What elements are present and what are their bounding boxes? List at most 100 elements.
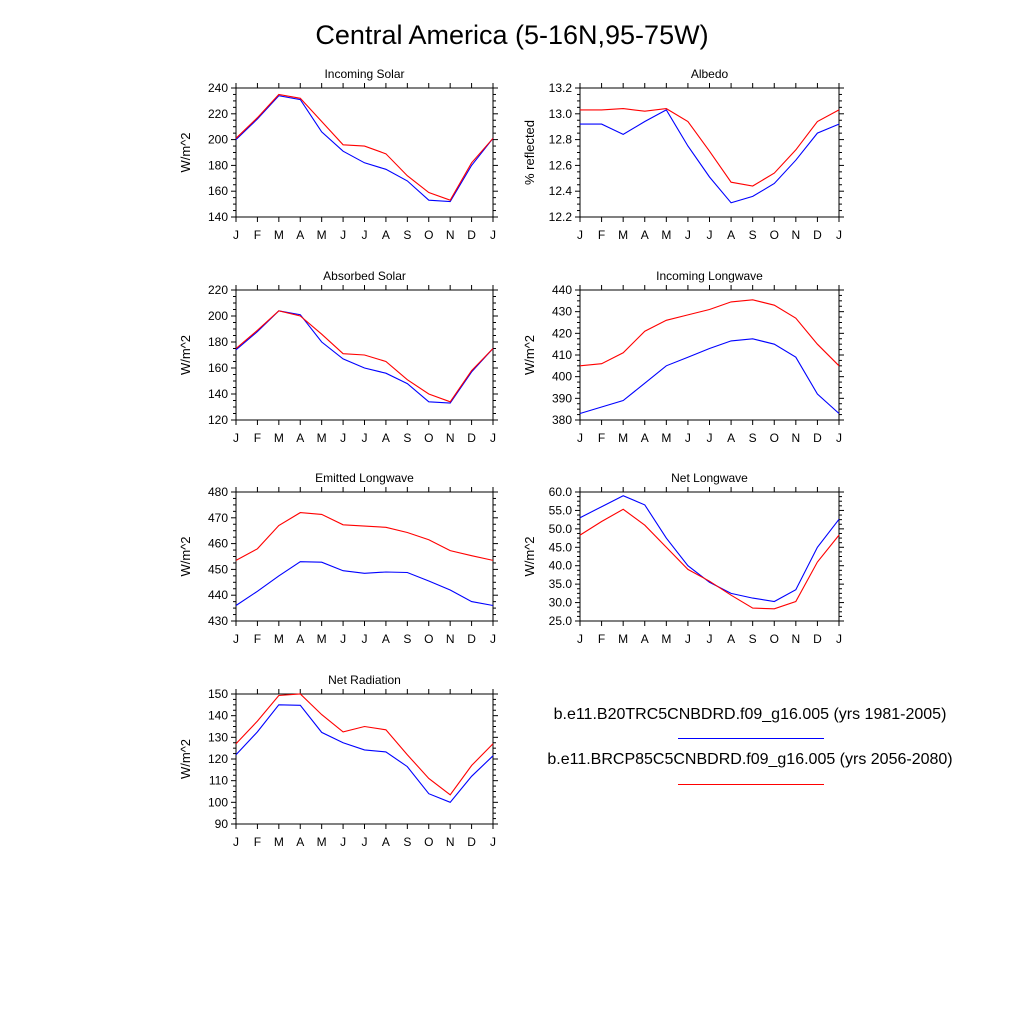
y-tick-label: 180: [208, 158, 228, 172]
y-tick-label: 430: [552, 305, 572, 319]
x-tick-label: N: [791, 431, 800, 445]
legend-line-control: [678, 738, 824, 739]
x-tick-label: J: [233, 228, 239, 242]
plot-frame: [235, 693, 494, 825]
x-tick-label: J: [707, 431, 713, 445]
x-tick-label: J: [577, 632, 583, 646]
series-line-future: [580, 108, 840, 187]
y-tick-label: 110: [209, 774, 228, 788]
x-tick-label: A: [382, 632, 390, 646]
x-tick-label: J: [490, 228, 496, 242]
x-tick-label: M: [317, 431, 327, 445]
y-tick-label: 140: [208, 709, 228, 723]
y-tick-label: 35.0: [549, 577, 573, 591]
x-tick-label: O: [424, 632, 433, 646]
panel-title: Net Longwave: [671, 471, 748, 485]
legend-label-future: b.e11.BRCP85C5CNBDRD.f09_g16.005 (yrs 20…: [547, 751, 953, 768]
series-line-control: [235, 310, 494, 404]
y-tick-label: 12.2: [549, 210, 573, 224]
x-tick-label: F: [598, 228, 605, 242]
y-tick-label: 90: [215, 817, 229, 831]
x-tick-label: J: [490, 835, 496, 849]
x-tick-label: M: [274, 632, 284, 646]
x-tick-label: M: [274, 431, 284, 445]
y-tick-label: 150: [208, 687, 228, 701]
y-tick-label: 180: [208, 335, 228, 349]
y-tick-label: 200: [208, 309, 228, 323]
y-tick-label: 160: [208, 184, 228, 198]
x-tick-label: N: [791, 228, 800, 242]
y-tick-label: 480: [208, 485, 228, 499]
panel-incoming-longwave: Incoming Longwave 380 390 400 410 420 430 440 J F…: [522, 269, 844, 445]
x-tick-label: M: [618, 431, 628, 445]
x-tick-label: A: [641, 431, 649, 445]
series-line-future: [235, 310, 494, 403]
y-axis-label: W/m^2: [178, 335, 193, 375]
x-tick-label: N: [446, 431, 455, 445]
x-tick-label: A: [296, 835, 304, 849]
x-tick-label: M: [661, 228, 671, 242]
x-tick-label: S: [403, 632, 411, 646]
x-tick-label: D: [813, 228, 822, 242]
x-tick-label: D: [467, 431, 476, 445]
x-tick-label: N: [446, 835, 455, 849]
x-tick-label: A: [382, 835, 390, 849]
y-tick-label: 420: [552, 326, 572, 340]
y-tick-label: 410: [552, 348, 572, 362]
series-line-future: [235, 93, 494, 201]
y-tick-label: 220: [208, 283, 228, 297]
y-tick-label: 40.0: [549, 559, 573, 573]
x-tick-label: M: [618, 228, 628, 242]
x-tick-label: M: [274, 228, 284, 242]
x-tick-label: D: [467, 228, 476, 242]
series-line-future: [235, 693, 494, 796]
x-tick-label: M: [274, 835, 284, 849]
x-tick-label: F: [254, 431, 261, 445]
series-line-control: [235, 561, 494, 607]
x-tick-label: S: [749, 228, 757, 242]
x-tick-label: F: [254, 632, 261, 646]
y-axis-label: W/m^2: [522, 335, 537, 375]
y-tick-label: 400: [552, 370, 572, 384]
x-tick-label: J: [490, 431, 496, 445]
x-tick-label: J: [685, 228, 691, 242]
x-tick-label: J: [340, 632, 346, 646]
legend-label-control: b.e11.B20TRC5CNBDRD.f09_g16.005 (yrs 198…: [553, 706, 947, 723]
x-tick-label: O: [770, 632, 779, 646]
y-tick-label: 25.0: [549, 614, 573, 628]
series-line-control: [579, 338, 840, 415]
x-tick-label: J: [340, 835, 346, 849]
x-tick-label: F: [598, 431, 605, 445]
y-tick-label: 30.0: [549, 596, 573, 610]
x-tick-label: J: [707, 228, 713, 242]
panel-title: Incoming Solar: [324, 67, 404, 81]
plot-frame: [235, 491, 494, 622]
y-tick-label: 100: [208, 795, 228, 809]
x-tick-label: J: [362, 835, 368, 849]
y-tick-label: 380: [552, 413, 572, 427]
x-tick-label: J: [577, 431, 583, 445]
y-axis-label: W/m^2: [178, 536, 193, 576]
x-tick-label: M: [317, 228, 327, 242]
x-tick-label: D: [813, 431, 822, 445]
y-tick-label: 140: [208, 387, 228, 401]
figure-title: Central America (5-16N,95-75W): [315, 20, 709, 50]
y-tick-label: 55.0: [549, 503, 573, 517]
x-tick-label: S: [749, 431, 757, 445]
y-tick-label: 440: [208, 588, 228, 602]
x-tick-label: S: [403, 431, 411, 445]
x-tick-label: J: [577, 228, 583, 242]
panel-title: Incoming Longwave: [656, 269, 763, 283]
x-tick-label: O: [424, 835, 433, 849]
x-tick-label: O: [770, 228, 779, 242]
y-tick-label: 440: [552, 283, 572, 297]
panel-title: Absorbed Solar: [323, 269, 406, 283]
x-tick-label: M: [317, 835, 327, 849]
x-tick-label: D: [467, 835, 476, 849]
x-tick-label: J: [340, 431, 346, 445]
series-line-control: [235, 95, 494, 203]
y-tick-label: 12.8: [549, 133, 573, 147]
